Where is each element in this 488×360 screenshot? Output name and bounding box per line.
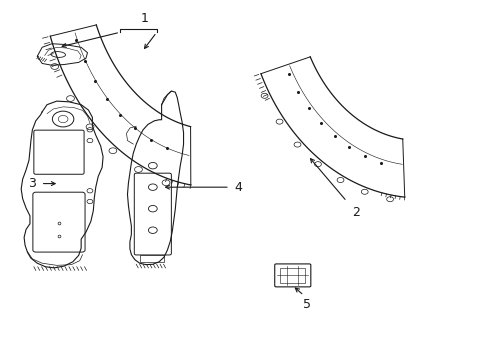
Text: 5: 5 [302, 298, 310, 311]
Text: 3: 3 [28, 177, 36, 190]
Bar [280, 268, 305, 283]
Bar [140, 255, 163, 262]
Text: 2: 2 [351, 206, 359, 219]
Text: 4: 4 [234, 181, 242, 194]
Text: 1: 1 [141, 12, 148, 25]
